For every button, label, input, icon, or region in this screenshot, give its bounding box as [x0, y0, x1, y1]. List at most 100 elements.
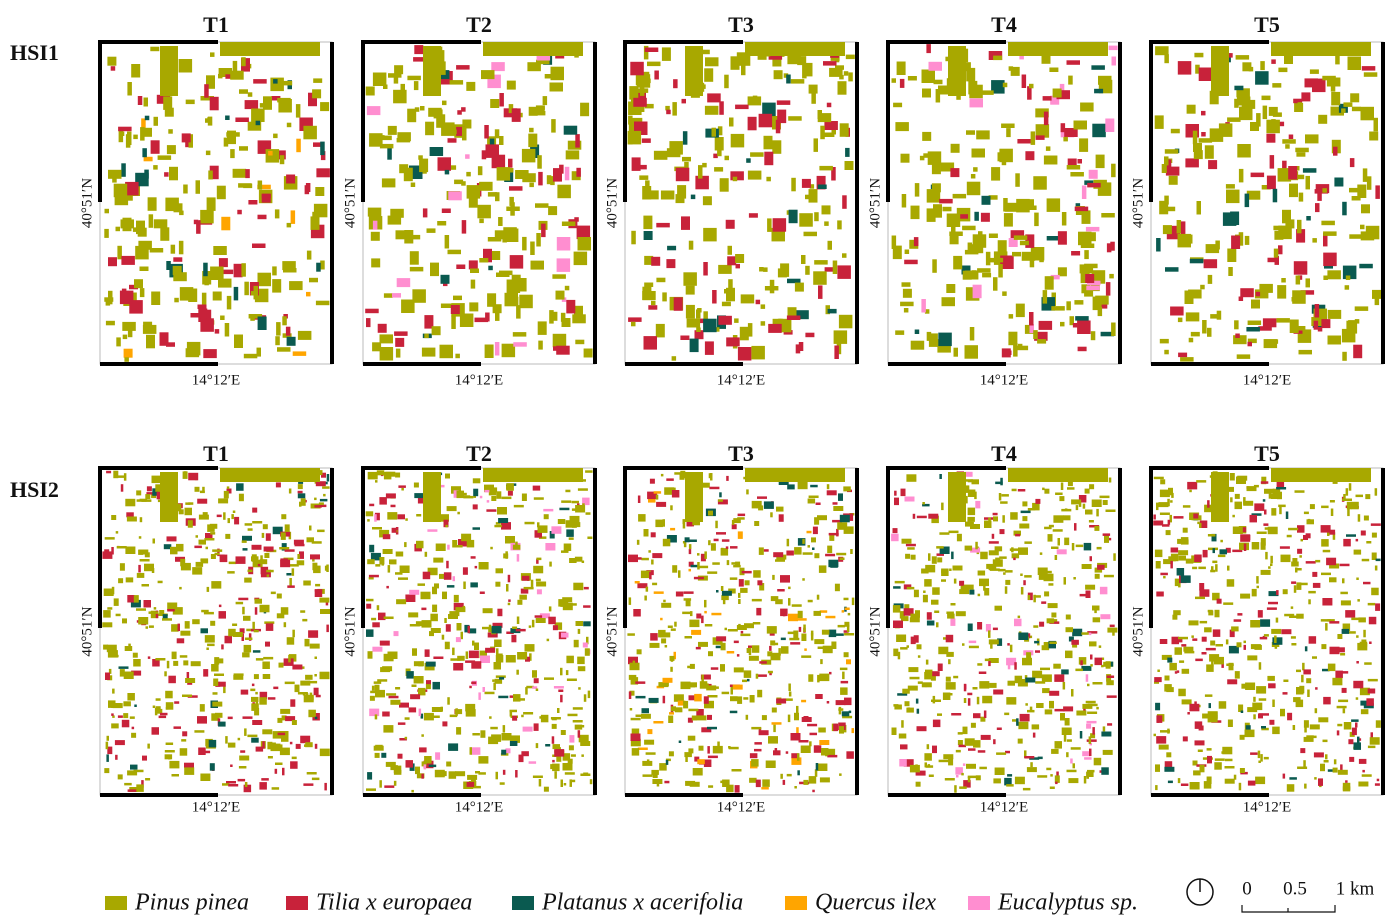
map-pixel	[367, 559, 375, 564]
map-pixel	[923, 153, 937, 158]
map-pixel	[1287, 535, 1292, 538]
map-pixel	[1323, 740, 1328, 743]
map-pixel	[1165, 676, 1170, 681]
map-pixel	[630, 708, 633, 711]
map-pixel	[724, 75, 729, 89]
map-pixel	[682, 99, 687, 104]
map-pixel	[1260, 61, 1265, 70]
map-pixel	[630, 663, 640, 671]
map-pixel	[1268, 566, 1271, 569]
map-pixel	[389, 559, 397, 564]
map-pixel	[114, 184, 128, 198]
map-pixel	[1283, 774, 1286, 779]
map-pixel	[487, 293, 496, 307]
map-pixel	[278, 733, 286, 736]
map-pixel	[396, 349, 401, 358]
map-pixel	[116, 227, 121, 232]
map-pixel	[1323, 253, 1337, 267]
map-pixel	[756, 608, 761, 616]
map-pixel	[1371, 523, 1381, 526]
map-pixel	[758, 505, 763, 510]
map-pixel	[558, 690, 563, 693]
map-pixel	[685, 755, 688, 763]
map-pixel	[833, 261, 838, 275]
map-pixel	[1177, 568, 1185, 576]
map-pixel	[1081, 244, 1095, 249]
map-pixel	[188, 520, 193, 528]
map-pixel	[238, 779, 246, 782]
map-pixel	[1020, 241, 1029, 246]
map-pixel	[641, 714, 651, 719]
map-pixel	[238, 183, 252, 188]
map-pixel	[1206, 244, 1220, 253]
map-pixel	[567, 679, 577, 682]
map-pixel	[988, 630, 991, 638]
map-pixel	[1049, 691, 1059, 696]
map-pixel	[942, 297, 956, 306]
map-pixel	[579, 735, 589, 743]
map-pixel	[455, 354, 460, 359]
map-pixel	[261, 778, 269, 781]
map-pixel	[1190, 259, 1204, 264]
map-pixel	[1289, 184, 1298, 198]
map-pixel	[1348, 739, 1353, 744]
map-pixel	[934, 611, 939, 614]
map-pixel	[730, 546, 738, 549]
map-pixel	[1296, 152, 1305, 157]
map-pixel	[168, 757, 171, 760]
map-pixel	[1322, 598, 1332, 606]
map-pixel	[682, 157, 691, 162]
map-pixel	[554, 749, 564, 757]
map-pixel	[1290, 320, 1299, 334]
map-pixel	[479, 562, 489, 570]
map-pixel	[1021, 511, 1031, 513]
map-pixel	[1107, 723, 1112, 726]
map-pixel	[827, 546, 832, 554]
map-pixel	[254, 674, 259, 679]
map-pixel	[453, 663, 463, 671]
map-pixel	[1215, 758, 1225, 761]
map-pixel	[741, 294, 755, 303]
map-pixel	[893, 621, 903, 629]
map-pixel	[1025, 703, 1028, 706]
map-pixel	[1101, 213, 1115, 218]
map-pixel	[553, 346, 567, 351]
map-pixel	[910, 677, 920, 680]
map-pixel	[1227, 679, 1237, 684]
longitude-label: 14°12′E	[717, 799, 765, 815]
map-pixel	[1000, 501, 1008, 504]
map-pixel	[239, 756, 249, 761]
map-pixel	[825, 554, 835, 557]
map-pixel	[1177, 670, 1180, 673]
map-pixel	[104, 589, 114, 597]
map-pixel	[509, 186, 523, 191]
map-pixel	[320, 261, 325, 270]
map-pixel	[134, 595, 139, 603]
map-pixel	[1196, 480, 1206, 483]
map-pixel	[1369, 617, 1377, 625]
map-pixel	[213, 692, 218, 695]
map-pixel	[462, 220, 467, 234]
map-pixel	[210, 524, 218, 529]
map-pixel	[587, 537, 592, 540]
map-pixel	[1267, 176, 1276, 190]
map-pixel	[993, 778, 1001, 783]
map-pixel	[1155, 46, 1169, 55]
map-pixel	[762, 715, 767, 720]
map-pixel	[733, 565, 741, 568]
map-pixel	[917, 709, 920, 714]
map-pixel	[630, 62, 644, 76]
map-pixel	[1323, 231, 1337, 236]
map-pixel	[275, 336, 280, 345]
map-pixel	[1245, 730, 1255, 738]
map-pixel	[323, 494, 326, 497]
map-pixel	[1268, 683, 1276, 688]
map-pixel	[262, 662, 270, 670]
map-pixel	[184, 767, 194, 775]
map-pixel	[776, 507, 784, 512]
map-pixel	[1357, 599, 1360, 602]
map-pixel	[1254, 503, 1264, 511]
map-pixel	[252, 244, 266, 249]
map-pixel	[495, 129, 500, 138]
map-pixel	[1289, 616, 1299, 619]
